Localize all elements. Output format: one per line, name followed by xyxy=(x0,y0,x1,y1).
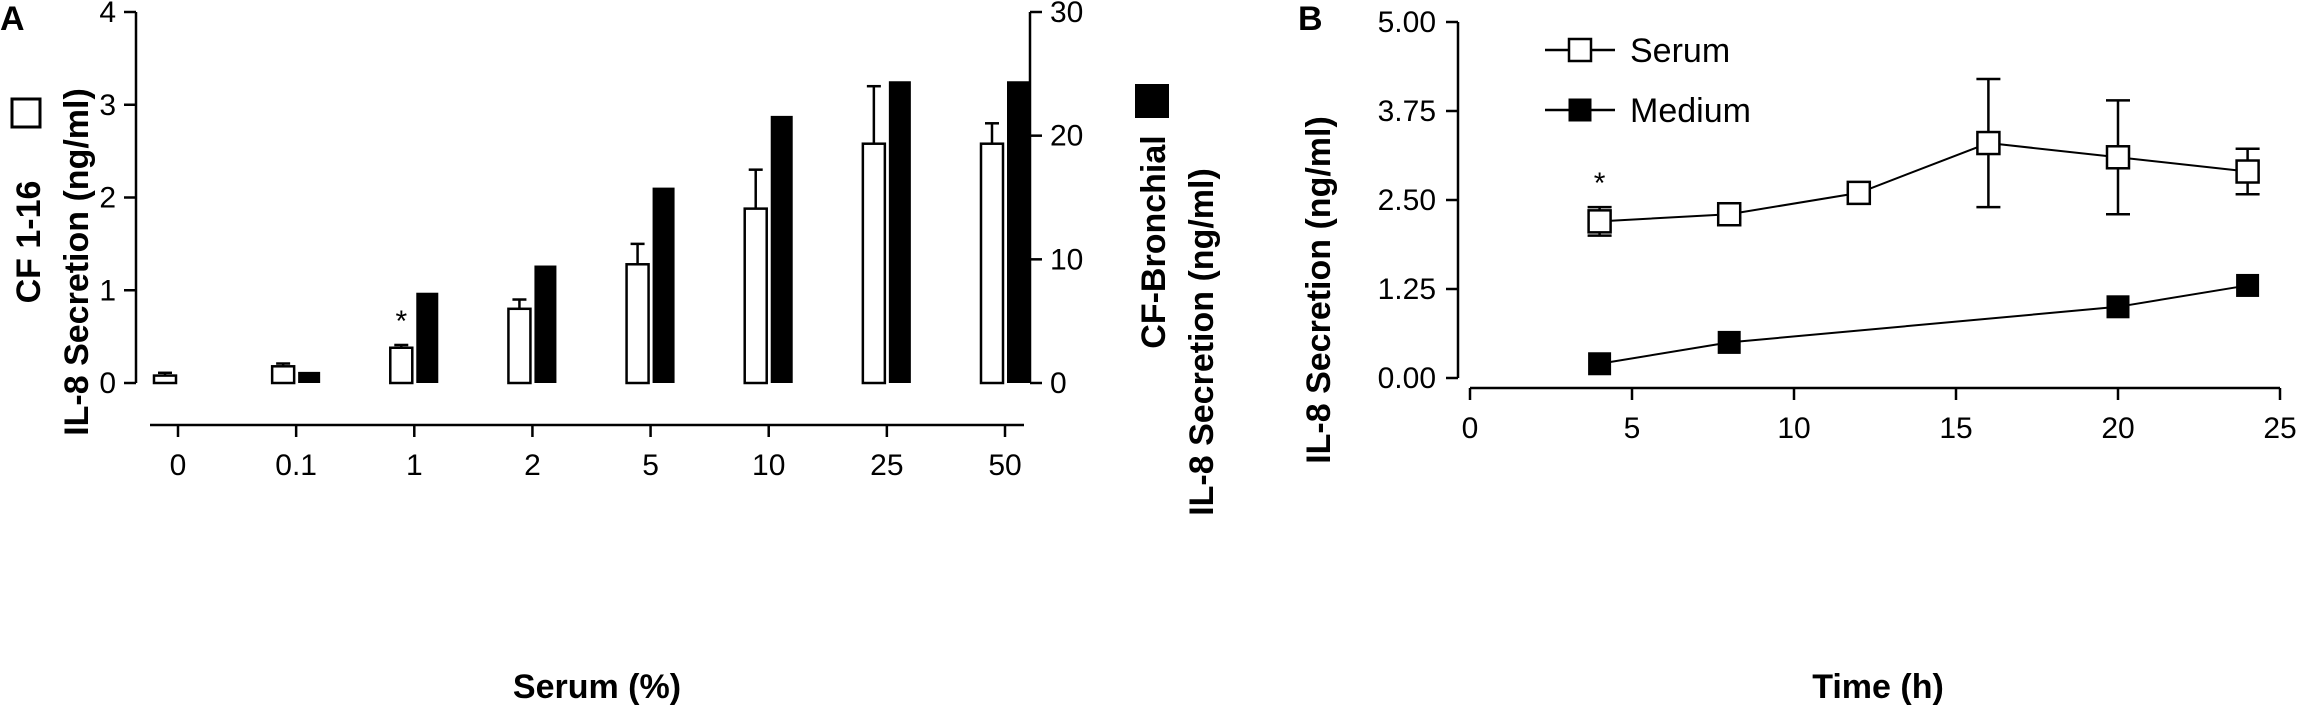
panel-b-x-axis-title: Time (h) xyxy=(1812,668,1944,706)
bar-cf116-5 xyxy=(625,263,650,385)
right-axis-title-line2: IL-8 Secretion (ng/ml) xyxy=(1183,168,1221,516)
panel-b-x-tick-label-0: 0 xyxy=(1462,412,1479,445)
x-tick-label-0: 0 xyxy=(170,449,187,482)
panel-b-lines xyxy=(1599,142,2248,365)
bar-cf116-1 xyxy=(389,346,414,385)
x-tick-label-5: 5 xyxy=(642,449,659,482)
marker-serum-4h xyxy=(1587,209,1612,234)
panel-b-y-tick-label-3.75: 3.75 xyxy=(1378,95,1436,128)
bar-cf116-10 xyxy=(743,207,768,385)
left-y-tick-label-4: 4 xyxy=(99,0,116,29)
panel-a-x-axis-title: Serum (%) xyxy=(513,668,681,706)
right-axis-filled-square-symbol xyxy=(1135,84,1169,118)
panel-b-y-axis-title: IL-8 Secretion (ng/ml) xyxy=(1300,116,1338,464)
right-y-tick-label-10: 10 xyxy=(1050,243,1083,276)
bar-cf116-0.1 xyxy=(270,365,296,385)
line-medium xyxy=(1599,284,2248,365)
bar-cf-bronchial-2 xyxy=(534,265,557,383)
right-y-tick-label-20: 20 xyxy=(1050,120,1083,153)
left-y-tick-label-0: 0 xyxy=(99,367,116,400)
marker-medium-24h xyxy=(2236,273,2260,297)
x-tick-label-25: 25 xyxy=(870,449,903,482)
bar-cf116-50 xyxy=(979,142,1005,385)
left-axis-title-line2: IL-8 Secretion (ng/ml) xyxy=(58,88,96,436)
right-y-tick-label-30: 30 xyxy=(1050,0,1083,29)
x-tick-label-0.1: 0.1 xyxy=(275,449,317,482)
panel-b-axes xyxy=(1446,20,2282,400)
panel-b-tick-labels: 0.00 1.25 2.50 3.75 5.00 0 5 10 15 20 25 xyxy=(1378,6,2297,445)
bar-cf116-0 xyxy=(152,374,178,385)
marker-serum-24h xyxy=(2235,159,2260,184)
panel-b-chart: B 0.00 1.25 2.50 3.75 5.00 0 5 10 15 20 25 Time (h… xyxy=(1298,0,2297,706)
panel-a-left-axis-title: CF 1-16 IL-8 Secretion (ng/ml) xyxy=(10,88,96,436)
legend-marker-medium xyxy=(1568,98,1592,122)
bar-cf-bronchial-25 xyxy=(888,81,911,384)
panel-b-x-tick-label-25: 25 xyxy=(2263,412,2296,445)
bar-cf-bronchial-5 xyxy=(652,187,675,383)
marker-serum-20h xyxy=(2105,145,2131,170)
panel-a-letter: A xyxy=(0,0,25,38)
legend-label-medium: Medium xyxy=(1630,92,1751,130)
line-serum xyxy=(1599,142,2248,223)
marker-serum-8h xyxy=(1716,201,1742,227)
panel-b-annotations: * xyxy=(1594,167,1606,200)
panel-b-y-tick-label-0.00: 0.00 xyxy=(1378,362,1436,395)
left-axis-title-line1: CF 1-16 xyxy=(10,181,48,304)
panel-a-error-bars xyxy=(158,84,999,376)
panel-b-letter: B xyxy=(1298,0,1323,38)
bar-cf-bronchial-1 xyxy=(416,292,439,383)
legend-label-serum: Serum xyxy=(1630,32,1730,70)
panel-b-y-tick-label-2.50: 2.50 xyxy=(1378,184,1436,217)
panel-b-y-tick-label-1.25: 1.25 xyxy=(1378,273,1436,306)
x-tick-label-1: 1 xyxy=(406,449,423,482)
significance-asterisk: * xyxy=(395,305,407,338)
bar-cf116-25 xyxy=(861,142,887,385)
panel-b-y-tick-label-5.00: 5.00 xyxy=(1378,6,1436,39)
panel-b-x-tick-label-20: 20 xyxy=(2101,412,2134,445)
panel-b-x-tick-label-10: 10 xyxy=(1777,412,1810,445)
panel-a-axes xyxy=(124,10,1042,437)
panel-a-right-axis-title: CF-Bronchial IL-8 Secretion (ng/ml) xyxy=(1135,84,1221,516)
panel-a-annotations: * xyxy=(395,305,407,338)
panel-b-significance-asterisk: * xyxy=(1594,167,1606,200)
left-y-tick-label-2: 2 xyxy=(99,182,116,215)
marker-medium-8h xyxy=(1717,330,1741,354)
marker-serum-16h xyxy=(1976,130,2001,156)
right-axis-title-line1: CF-Bronchial xyxy=(1135,135,1173,348)
panel-b-x-tick-label-5: 5 xyxy=(1624,412,1641,445)
panel-b-markers xyxy=(1587,130,2260,376)
marker-medium-20h xyxy=(2106,295,2130,319)
panel-b-x-tick-label-15: 15 xyxy=(1939,412,1972,445)
marker-medium-4h xyxy=(1588,352,1612,376)
legend-marker-serum xyxy=(1567,37,1593,63)
bar-cf116-2 xyxy=(507,307,532,385)
x-tick-label-2: 2 xyxy=(524,449,541,482)
left-y-tick-label-3: 3 xyxy=(99,89,116,122)
x-tick-label-10: 10 xyxy=(752,449,785,482)
bar-cf-bronchial-10 xyxy=(770,115,793,383)
right-y-tick-label-0: 0 xyxy=(1050,367,1067,400)
panel-a-bars xyxy=(152,81,1029,385)
bar-cf-bronchial-50 xyxy=(1007,81,1029,384)
panel-b-legend: Serum Medium xyxy=(1545,32,1751,130)
x-tick-label-50: 50 xyxy=(988,449,1021,482)
bar-cf-bronchial-0.1 xyxy=(298,371,321,383)
left-axis-open-square-symbol xyxy=(10,97,42,129)
left-y-tick-label-1: 1 xyxy=(99,274,116,307)
marker-serum-12h xyxy=(1846,180,1872,206)
